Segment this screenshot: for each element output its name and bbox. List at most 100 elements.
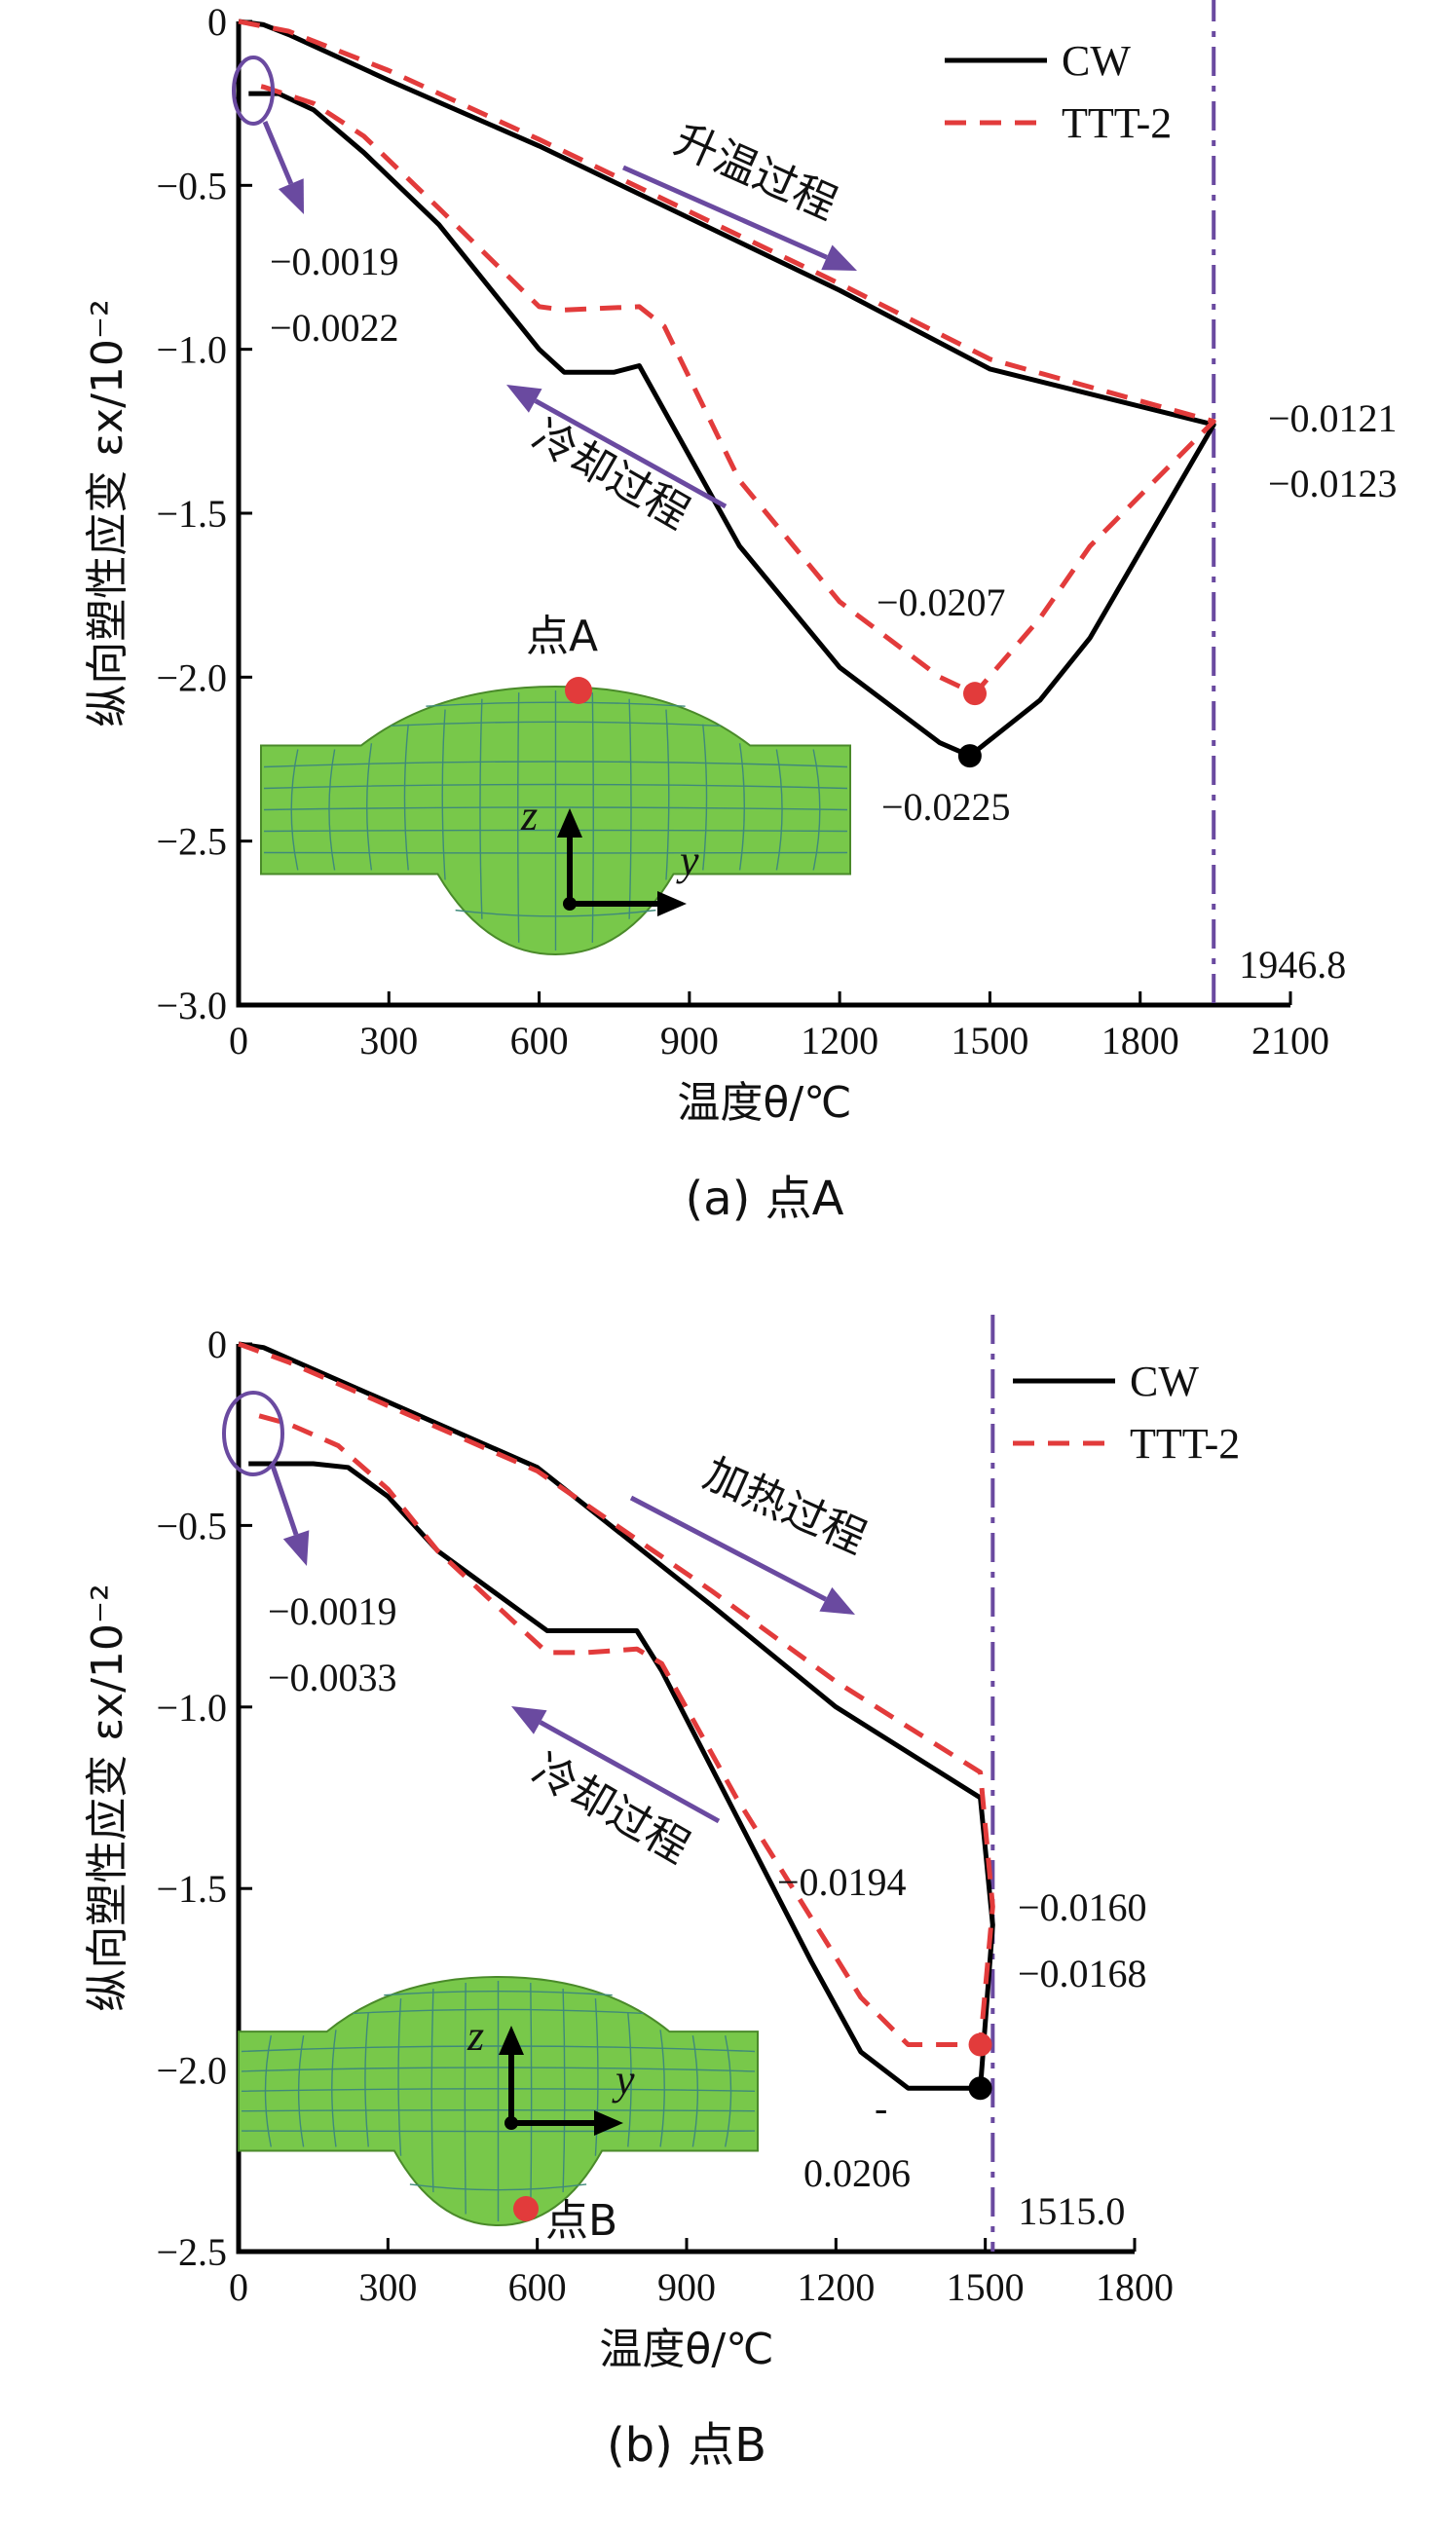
- x-axis-label: 温度θ/℃: [677, 1078, 851, 1128]
- cw-min-label: −0.0225: [881, 785, 1011, 829]
- legend-cw-label: CW: [1130, 1358, 1199, 1405]
- point-a-label: 点A: [526, 612, 598, 661]
- weld-mesh-inset-a-gridcol: [738, 743, 745, 871]
- mesh-y-axis: [570, 891, 687, 916]
- weld-mesh-inset-b-gridcol: [464, 1983, 467, 2215]
- y-tick-label: −2.5: [156, 820, 227, 864]
- ttt-min-label: −0.0207: [877, 580, 1006, 624]
- weld-mesh-inset-b-gridcol: [397, 1998, 402, 2156]
- y-tick-label: −0.5: [156, 1504, 227, 1547]
- mesh-z-label: z: [520, 792, 538, 839]
- heating-arrow-shaft: [629, 1495, 828, 1602]
- start-arrow: [270, 1465, 310, 1566]
- weld-mesh-inset-b-rootrow: [409, 2183, 587, 2191]
- mesh-origin: [563, 897, 577, 911]
- mesh-y-label: y: [612, 2056, 635, 2104]
- y-tick-label: −1.0: [156, 1686, 227, 1730]
- weld-mesh-inset-a-gridrow: [263, 851, 848, 854]
- start-arrow: [262, 121, 304, 214]
- panel-caption: (b) 点B: [607, 2418, 766, 2473]
- y-tick-label: −1.0: [156, 328, 227, 372]
- weld-mesh-inset-b-caprow: [384, 1991, 613, 1996]
- heating-arrow: [629, 1495, 855, 1615]
- cw-min-dash: -: [875, 2086, 887, 2130]
- weld-mesh-inset-a-gridrow: [263, 783, 848, 790]
- x-tick-label: 1500: [947, 2265, 1025, 2309]
- mesh-z-label: z: [467, 2012, 484, 2060]
- weld-mesh-inset-b-gridcol: [364, 2012, 369, 2147]
- mesh-origin: [504, 2116, 518, 2130]
- heating-arrow: [621, 165, 857, 271]
- start-value-ttt: −0.0019: [270, 240, 399, 283]
- weld-mesh-inset-a-gridrow: [263, 806, 848, 811]
- start-value-ttt: −0.0019: [268, 1589, 397, 1633]
- y-axis-label: 纵向塑性应变 εx/10⁻²: [83, 299, 132, 727]
- x-tick-label: 300: [359, 1019, 418, 1062]
- ttt-min-point: [968, 2032, 992, 2057]
- x-tick-label: 1200: [801, 1019, 878, 1062]
- y-axis-label: 纵向塑性应变 εx/10⁻²: [83, 1584, 132, 2011]
- cooling-arrow: [506, 385, 728, 509]
- cooling-arrow-shaft: [539, 1720, 721, 1824]
- panel-caption: (a) 点A: [686, 1172, 844, 1226]
- weld-mesh-inset-b-gridcol: [297, 2034, 305, 2147]
- panel-b: 0 300 600 900 1200 1500 1800 0 −0.5 −1.0 −1.5 −2.0 −…: [83, 1315, 1240, 2473]
- point-b-marker: [513, 2196, 539, 2221]
- heating-arrow-head: [819, 1586, 855, 1615]
- y-tick-label: −2.0: [156, 2049, 227, 2093]
- weld-mesh-inset-b-gridcol: [562, 1989, 566, 2193]
- x-axis-label: 温度θ/℃: [599, 2325, 773, 2374]
- weld-mesh-inset-b-gridcol: [594, 1998, 599, 2156]
- y-tick-label: −1.5: [156, 1867, 227, 1911]
- weld-mesh-inset-b-gridcol: [627, 2012, 632, 2147]
- cooling-arrow-head: [506, 385, 542, 413]
- y-tick-label: 0: [207, 1323, 227, 1366]
- heating-arrow-head: [821, 244, 857, 271]
- weld-mesh-inset-a-gridcol: [775, 749, 783, 871]
- weld-mesh-inset-b-gridcol: [691, 2034, 699, 2147]
- weld-mesh-inset-a-gridcol: [328, 749, 336, 871]
- weld-mesh-inset-a-rootrow: [455, 909, 656, 917]
- peak-value-ttt: −0.0123: [1268, 462, 1398, 505]
- weld-mesh-inset-a-gridrow: [263, 829, 848, 833]
- cw-min-point: [968, 2076, 992, 2101]
- mesh-y-axis-head: [594, 2110, 623, 2136]
- legend-cw-label: CW: [1062, 37, 1131, 85]
- legend-ttt-label: TTT-2: [1062, 99, 1172, 147]
- y-tick-label: −0.5: [156, 164, 227, 207]
- peak-value-ttt: −0.0168: [1018, 1952, 1147, 1995]
- mesh-z-axis-head: [499, 2026, 524, 2055]
- ttt-min-label: −0.0194: [777, 1860, 907, 1904]
- x-tick-label: 900: [657, 2265, 716, 2309]
- cw-min-label: 0.0206: [803, 2151, 911, 2195]
- mesh-z-axis-head: [557, 808, 582, 838]
- mesh-z-axis: [499, 2026, 524, 2123]
- weld-mesh-inset-b-gridrow: [241, 2130, 756, 2133]
- y-tick-label: 0: [207, 0, 227, 44]
- point-a-marker: [565, 677, 592, 704]
- mesh-y-label: y: [676, 837, 699, 884]
- weld-mesh-inset-a-gridcol: [591, 692, 594, 943]
- y-tick-label: −1.5: [156, 492, 227, 536]
- peak-value-cw: −0.0121: [1268, 396, 1398, 440]
- weld-mesh-inset-a-gridcol: [628, 698, 632, 919]
- start-arrow-shaft: [262, 121, 294, 185]
- weld-mesh-inset-b-gridrow: [241, 2088, 756, 2092]
- x-tick-label: 1500: [951, 1019, 1028, 1062]
- x-tick-label: 0: [229, 2265, 248, 2309]
- series-cw-line: [238, 19, 1216, 759]
- weld-mesh-inset-a-caprow: [426, 701, 686, 707]
- weld-mesh-inset-a-gridcol: [441, 709, 446, 880]
- start-highlight-ellipse: [222, 1391, 284, 1476]
- weld-mesh-inset-b-gridrow: [241, 2067, 756, 2072]
- x-tick-label: 900: [660, 1019, 719, 1062]
- legend-ttt-label: TTT-2: [1130, 1420, 1240, 1468]
- point-b-label: 点B: [545, 2196, 617, 2246]
- start-arrow-head: [278, 178, 304, 214]
- cooling-arrow-head: [511, 1706, 547, 1734]
- weld-mesh-inset-a-gridcol: [665, 709, 670, 880]
- y-tick-label: −2.0: [156, 655, 227, 699]
- weld-mesh-inset-b-gridcol: [659, 2030, 665, 2147]
- weld-mesh-inset-a-gridcol: [479, 698, 483, 919]
- series-cw-line: [238, 1341, 995, 2091]
